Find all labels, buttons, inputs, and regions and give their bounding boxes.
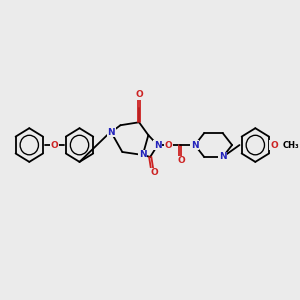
Text: N: N <box>139 151 147 160</box>
Text: N: N <box>219 152 226 161</box>
Text: CH₃: CH₃ <box>282 140 299 149</box>
Text: O: O <box>135 90 143 99</box>
Text: O: O <box>178 156 186 165</box>
Text: O: O <box>150 168 158 177</box>
Text: N: N <box>154 140 161 149</box>
Text: O: O <box>50 140 58 149</box>
Text: N: N <box>191 140 199 149</box>
Text: O: O <box>270 140 278 149</box>
Text: O: O <box>165 140 173 149</box>
Text: N: N <box>107 128 115 137</box>
